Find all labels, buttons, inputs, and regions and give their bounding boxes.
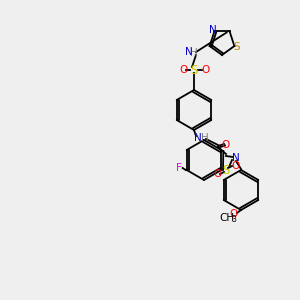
Text: N: N [209,26,217,35]
Text: F: F [176,163,182,173]
Text: N: N [194,133,202,143]
Text: CH: CH [219,213,235,223]
Text: H: H [201,133,209,143]
Text: H: H [190,48,198,58]
Text: 3: 3 [232,215,236,224]
Text: O: O [222,140,230,150]
Text: O: O [213,169,221,179]
Text: S: S [222,164,230,176]
Text: N: N [185,47,193,57]
Text: S: S [233,42,240,52]
Text: O: O [231,161,239,171]
Text: O: O [229,209,237,219]
Text: S: S [190,64,198,76]
Text: N: N [232,153,240,163]
Text: O: O [179,65,187,75]
Text: O: O [201,65,209,75]
